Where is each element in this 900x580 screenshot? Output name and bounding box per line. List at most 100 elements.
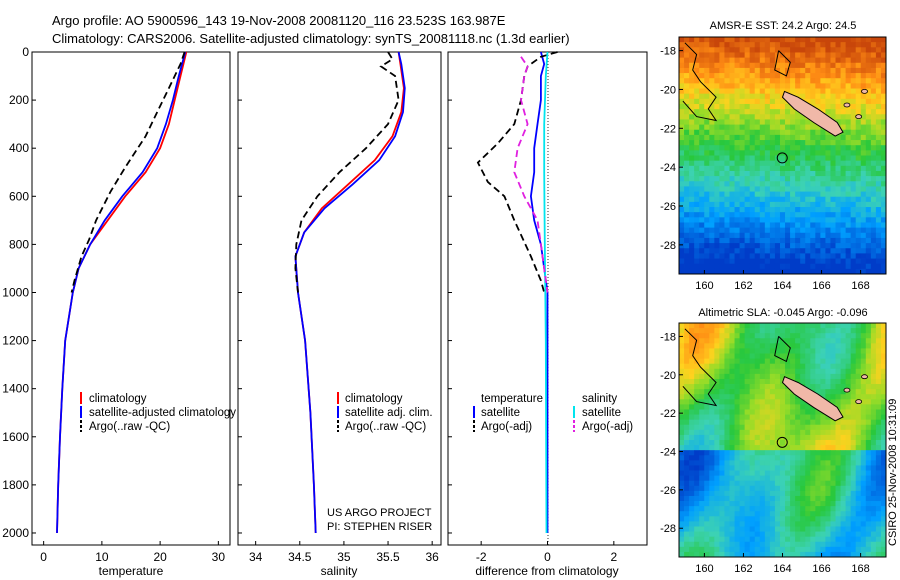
sla-map-cell (880, 475, 887, 482)
sst-map-cell (850, 103, 857, 110)
sla-map-cell (840, 373, 847, 380)
sst-map-cell (729, 186, 735, 192)
sst-map-cell (840, 140, 847, 146)
sst-map-cell (689, 258, 695, 265)
sst-map-cell (815, 67, 821, 74)
sla-map-cell (679, 521, 685, 527)
sst-map-cell (684, 57, 690, 64)
sst-map-cell (825, 67, 831, 74)
sla-map-cell (739, 475, 746, 482)
sst-map-cell (744, 42, 751, 48)
sla-map-cell (875, 404, 882, 410)
sst-map-cell (785, 42, 791, 48)
sla-map-cell (825, 546, 831, 553)
sla-map-cell (820, 546, 826, 553)
sst-map-cell (749, 212, 756, 218)
sst-map-cell (865, 155, 872, 162)
sst-map-cell (739, 248, 746, 254)
sla-map-cell (724, 531, 730, 538)
sst-map-cell (754, 181, 761, 187)
sst-map-cell (774, 109, 781, 115)
sst-map-cell (835, 253, 841, 259)
sla-map-cell (769, 343, 776, 349)
sla-map-cell (754, 338, 761, 344)
sla-map-cell (795, 440, 801, 446)
sst-map-cell (744, 124, 751, 131)
sst-map-cell (805, 232, 811, 239)
sla-map-cell (850, 333, 857, 339)
sla-map-cell (820, 368, 826, 375)
sst-map-cell (694, 83, 700, 89)
sla-map-cell (880, 460, 887, 466)
sla-map-cell (729, 536, 735, 543)
sla-map-cell (835, 490, 841, 497)
sla-map-cell (875, 450, 882, 456)
sst-map-cell (709, 62, 715, 69)
sla-map-cell (815, 328, 821, 334)
sst-map-cell (739, 37, 746, 43)
sst-map-cell (709, 201, 715, 208)
sla-map-cell (694, 389, 700, 395)
sla-map-cell (759, 328, 766, 334)
sla-map-cell (860, 343, 867, 349)
sla-map-cell (679, 495, 685, 502)
sla-map-cell (785, 394, 791, 400)
sst-map-cell (870, 62, 877, 69)
sst-map-cell (785, 217, 791, 223)
sla-map-cell (779, 490, 786, 497)
sst-map-cell (865, 140, 872, 146)
sst-map-cell (774, 67, 781, 74)
sst-map-cell (840, 248, 847, 254)
sla-map-cell (694, 419, 700, 426)
sla-map-cell (825, 424, 831, 431)
sst-map-cell (704, 258, 710, 265)
sla-map-cell (699, 348, 705, 354)
sst-map-cell (729, 170, 735, 177)
sla-map-cell (805, 333, 811, 339)
sla-map-cell (870, 434, 877, 441)
sla-map-cell (679, 338, 685, 344)
sst-map-cell (714, 268, 720, 275)
sla-map-cell (805, 373, 811, 380)
sst-map-cell (689, 248, 695, 254)
sst-map-cell (759, 207, 766, 213)
sst-map-cell (845, 93, 852, 100)
sst-map-cell (744, 217, 751, 223)
sla-map-cell (855, 353, 862, 360)
sla-map-cell (870, 368, 877, 375)
sla-map-cell (810, 343, 816, 349)
sla-map-cell (764, 450, 771, 456)
sst-map-cell (774, 140, 781, 146)
sla-map-cell (860, 490, 867, 497)
sla-map-cell (825, 551, 831, 558)
sla-map-cell (840, 551, 847, 558)
sla-map-cell (870, 460, 877, 466)
sst-map-cell (790, 191, 796, 198)
sla-map-cell (729, 445, 735, 451)
sla-map-cell (719, 526, 725, 532)
sla-map-cell (835, 506, 841, 512)
sst-map-cell (790, 268, 796, 275)
sst-map-cell (719, 88, 725, 95)
sla-map-cell (689, 414, 695, 421)
sla-map-cell (880, 551, 887, 558)
sst-map-cell (704, 103, 710, 110)
sst-map-cell (865, 253, 872, 259)
sst-map-cell (805, 145, 811, 151)
depth-ytick-label: 0 (22, 45, 29, 59)
sla-map-cell (744, 389, 751, 395)
sla-map-cell (865, 490, 872, 497)
sst-map-cell (875, 191, 882, 198)
sla-map-cell (744, 338, 751, 344)
sla-map-cell (774, 424, 781, 431)
sst-map-cell (825, 201, 831, 208)
sla-map-cell (714, 511, 720, 517)
sst-map-cell (724, 57, 730, 64)
sst-map-cell (709, 196, 715, 203)
sst-map-cell (684, 37, 690, 43)
sla-map-cell (689, 485, 695, 492)
sst-map-cell (880, 103, 887, 110)
sst-map-cell (734, 186, 740, 192)
sst-map-cell (724, 191, 730, 198)
sst-map-cell (694, 217, 700, 223)
